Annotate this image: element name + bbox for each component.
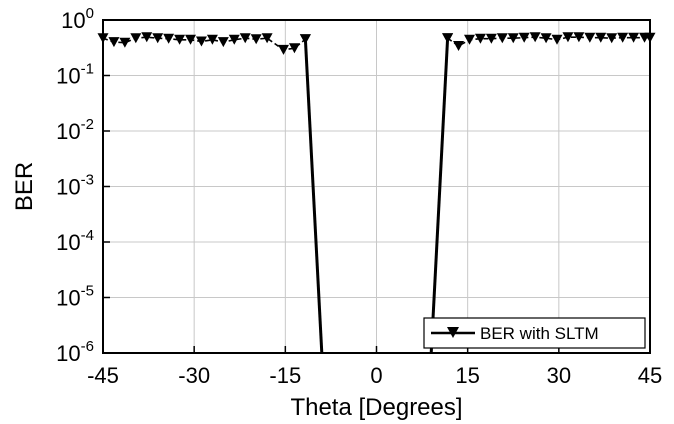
data-point-marker: [250, 34, 262, 45]
data-point-marker: [573, 32, 585, 43]
y-tick-label: 10-6: [56, 338, 94, 366]
y-tick-exponent: -5: [81, 283, 94, 300]
y-tick-exponent: -4: [81, 227, 94, 244]
legend-marker: [447, 327, 459, 338]
series-layer: [97, 32, 656, 354]
data-point-marker: [628, 32, 640, 43]
y-axis-title: BER: [11, 162, 38, 211]
data-point-marker: [288, 43, 300, 54]
grid: [103, 20, 650, 353]
series-line: [429, 38, 450, 354]
series-line: [303, 39, 324, 354]
data-point-marker: [228, 34, 240, 45]
data-point-marker: [606, 33, 618, 44]
x-tick-label: 15: [455, 363, 479, 388]
data-point-marker: [485, 33, 497, 44]
data-point-marker: [617, 32, 629, 43]
legend: BER with SLTM: [423, 317, 646, 349]
y-tick-label: 10-4: [56, 227, 94, 255]
data-point-marker: [299, 34, 311, 45]
legend-label: BER with SLTM: [480, 324, 599, 343]
data-point-marker: [453, 41, 465, 52]
y-tick-base: 10: [56, 119, 80, 144]
data-point-marker: [562, 32, 574, 43]
y-tick-exponent: -3: [81, 172, 94, 189]
data-point-marker: [206, 34, 218, 45]
x-tick-label: -45: [87, 363, 119, 388]
data-point-marker: [130, 33, 142, 44]
data-point-marker: [442, 33, 454, 44]
data-point-marker: [496, 33, 508, 44]
data-point-marker: [185, 34, 197, 45]
data-point-marker: [507, 33, 519, 44]
y-tick-label: 10-3: [56, 172, 94, 200]
x-tick-label: 45: [638, 363, 662, 388]
x-ticks: -45 -30 -15 0 15 30 45: [87, 346, 662, 388]
data-point-marker: [540, 33, 552, 44]
data-point-marker: [529, 32, 541, 43]
y-tick-exponent: -1: [81, 61, 94, 78]
x-tick-label: 30: [547, 363, 571, 388]
data-point-marker: [141, 32, 153, 43]
y-tick-base: 10: [56, 64, 80, 89]
data-point-marker: [108, 37, 120, 48]
y-tick-label: 10-1: [56, 61, 94, 89]
data-point-marker: [584, 32, 596, 43]
data-point-marker: [195, 36, 207, 47]
data-point-marker: [278, 44, 290, 55]
data-point-marker: [595, 32, 607, 43]
data-point-marker: [152, 33, 164, 44]
x-axis-title: Theta [Degrees]: [290, 394, 462, 421]
x-tick-label: -15: [269, 363, 301, 388]
data-point-marker: [551, 34, 563, 45]
y-tick-label: 100: [61, 5, 94, 33]
data-point-marker: [474, 33, 486, 44]
data-point-marker: [119, 37, 131, 48]
y-tick-base: 10: [56, 230, 80, 255]
data-point-marker: [239, 33, 251, 44]
data-point-marker: [463, 34, 475, 45]
y-tick-base: 10: [61, 8, 85, 33]
y-tick-base: 10: [56, 175, 80, 200]
data-point-marker: [163, 33, 175, 44]
y-tick-exponent: -6: [81, 338, 94, 355]
data-point-marker: [261, 33, 273, 44]
y-tick-exponent: -2: [81, 116, 94, 133]
y-tick-label: 10-5: [56, 283, 94, 311]
x-tick-label: 0: [370, 363, 382, 388]
y-tick-base: 10: [56, 341, 80, 366]
x-tick-label: -30: [178, 363, 210, 388]
y-tick-exponent: 0: [86, 5, 94, 22]
data-point-marker: [174, 34, 186, 45]
data-point-marker: [217, 37, 229, 48]
y-tick-label: 10-2: [56, 116, 94, 144]
y-tick-base: 10: [56, 286, 80, 311]
plot-frame: [102, 19, 651, 354]
data-point-marker: [518, 32, 530, 43]
